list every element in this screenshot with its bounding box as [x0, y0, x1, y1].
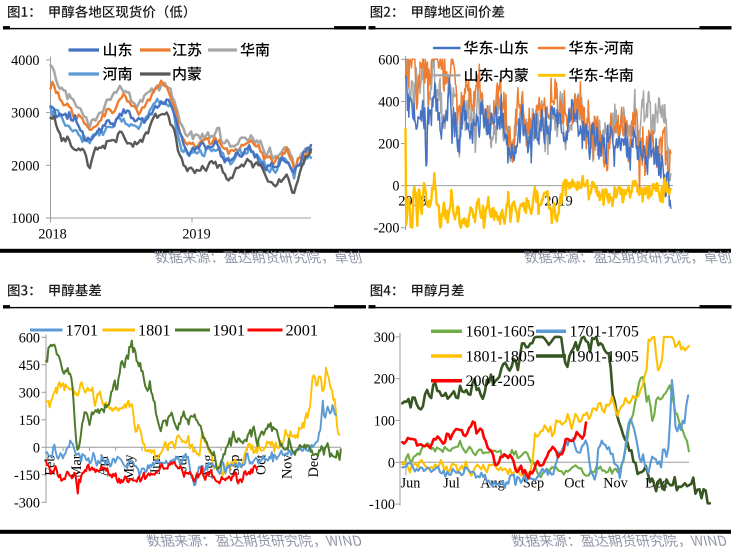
svg-text:May: May	[122, 454, 138, 481]
svg-text:200: 200	[378, 137, 399, 153]
svg-text:Dec: Dec	[306, 455, 322, 478]
svg-text:Jun: Jun	[401, 476, 421, 492]
svg-text:600: 600	[378, 52, 399, 68]
svg-text:2018: 2018	[38, 227, 66, 243]
svg-text:0: 0	[388, 455, 395, 471]
svg-text:3000: 3000	[11, 106, 39, 122]
svg-text:1701: 1701	[66, 320, 99, 339]
svg-text:-150: -150	[14, 468, 40, 484]
svg-text:-300: -300	[14, 495, 40, 511]
svg-text:1901-1905: 1901-1905	[570, 348, 639, 365]
svg-text:300: 300	[374, 330, 395, 346]
svg-text:Jul: Jul	[443, 476, 460, 492]
svg-text:1901: 1901	[213, 320, 246, 339]
svg-text:Sep: Sep	[523, 476, 544, 492]
svg-text:Nov: Nov	[280, 454, 296, 479]
svg-text:300: 300	[19, 385, 40, 401]
svg-text:0: 0	[33, 440, 40, 456]
svg-text:1801: 1801	[138, 320, 171, 339]
svg-text:2001: 2001	[286, 320, 319, 339]
svg-text:2001-2005: 2001-2005	[466, 373, 535, 390]
svg-text:4000: 4000	[11, 53, 39, 69]
svg-text:400: 400	[378, 94, 399, 110]
svg-text:-200: -200	[373, 221, 399, 237]
svg-text:200: 200	[374, 372, 395, 388]
svg-text:150: 150	[19, 413, 40, 429]
svg-text:2000: 2000	[11, 158, 39, 174]
svg-text:1701-1705: 1701-1705	[570, 324, 639, 341]
svg-text:Oct: Oct	[564, 476, 585, 492]
svg-text:1000: 1000	[11, 211, 39, 227]
svg-text:1601-1605: 1601-1605	[466, 324, 535, 341]
svg-text:100: 100	[374, 414, 395, 430]
svg-text:0: 0	[392, 179, 399, 195]
svg-text:2019: 2019	[182, 227, 210, 243]
svg-text:-100: -100	[369, 497, 395, 513]
svg-text:450: 450	[19, 358, 40, 374]
svg-text:1801-1805: 1801-1805	[466, 348, 535, 365]
svg-text:600: 600	[19, 330, 40, 346]
svg-text:Nov: Nov	[603, 476, 628, 492]
